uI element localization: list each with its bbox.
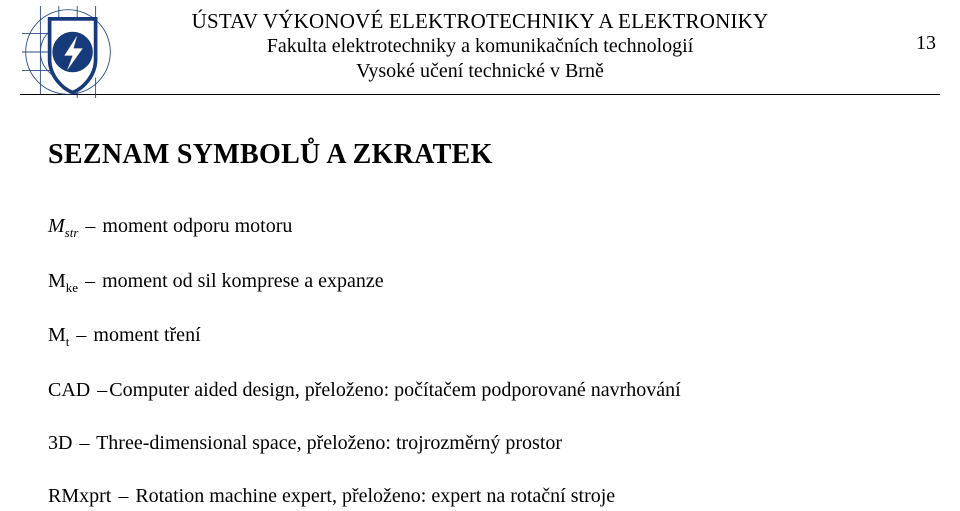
page-header: ÚSTAV VÝKONOVÉ ELEKTROTECHNIKY A ELEKTRO… <box>0 0 960 95</box>
dash: – <box>83 215 97 237</box>
dash: – <box>116 485 130 507</box>
symbol: M <box>48 215 65 237</box>
definition-mt: Mt – moment tření <box>48 322 912 351</box>
definition-mstr: Mstr – moment odporu motoru <box>48 213 912 242</box>
dash: – <box>74 324 88 346</box>
subscript: ke <box>66 280 78 295</box>
label: CAD <box>48 379 90 401</box>
dash: – <box>77 432 91 454</box>
subscript: t <box>66 334 70 349</box>
definition-3d: 3D – Three-dimensional space, přeloženo:… <box>48 430 912 457</box>
section-title: SEZNAM SYMBOLŮ A ZKRATEK <box>48 139 912 171</box>
header-university: Vysoké učení technické v Brně <box>0 59 960 84</box>
dash: – <box>95 379 109 401</box>
definition-cad: CAD –Computer aided design, přeloženo: p… <box>48 377 912 404</box>
definition-text: Rotation machine expert, přeloženo: expe… <box>135 485 615 507</box>
label: 3D <box>48 432 72 454</box>
header-faculty: Fakulta elektrotechniky a komunikačních … <box>0 34 960 59</box>
header-institute: ÚSTAV VÝKONOVÉ ELEKTROTECHNIKY A ELEKTRO… <box>0 8 960 34</box>
definition-text: moment od sil komprese a expanze <box>102 270 384 292</box>
definition-text: moment odporu motoru <box>102 215 292 237</box>
symbol: M <box>48 270 66 292</box>
dash: – <box>83 270 97 292</box>
symbol: M <box>48 324 66 346</box>
page-number: 13 <box>916 32 936 55</box>
definition-rmxprt: RMxprt – Rotation machine expert, přelož… <box>48 483 912 510</box>
label: RMxprt <box>48 485 111 507</box>
subscript: str <box>65 225 79 240</box>
page-body: SEZNAM SYMBOLŮ A ZKRATEK Mstr – moment o… <box>0 95 960 510</box>
definition-text: Computer aided design, přeloženo: počíta… <box>109 379 680 401</box>
header-rule <box>20 94 940 95</box>
definition-text: moment tření <box>93 324 200 346</box>
definition-text: Three-dimensional space, přeloženo: troj… <box>96 432 562 454</box>
definition-mke: Mke – moment od sil komprese a expanze <box>48 268 912 297</box>
